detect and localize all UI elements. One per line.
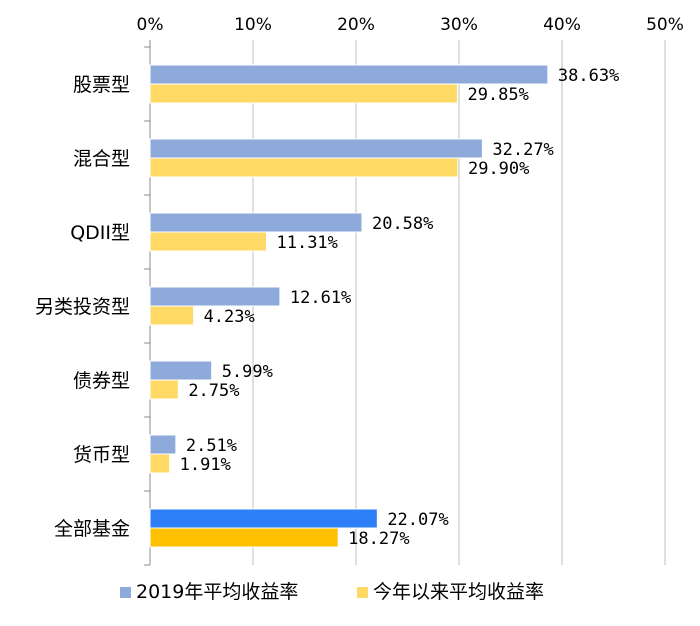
legend-swatch [120, 587, 131, 598]
x-axis-ticks: 0% 10% 20% 30% 40% 50% [137, 15, 684, 35]
x-tick-label: 30% [440, 15, 478, 35]
bar-2019-2 [149, 212, 363, 233]
category-label: 全部基金 [54, 518, 130, 540]
bar-2019-0 [149, 64, 549, 85]
bar-2019-6 [149, 508, 378, 529]
legend-label: 2019年平均收益率 [136, 581, 298, 603]
bar-ytd-4 [149, 379, 179, 400]
category-label: 另类投资型 [35, 296, 130, 318]
x-tick-label: 10% [234, 15, 272, 35]
data-labels: 38.63% 29.85% 32.27%29.90% 20.58% 11.31% 12.6… [180, 66, 620, 549]
data-label: 11.31% [276, 233, 337, 253]
category-label: 债券型 [73, 370, 130, 392]
x-tick-label: 50% [646, 15, 684, 35]
data-label: 38.63% [558, 66, 619, 86]
data-label: 12.61% [290, 288, 351, 308]
data-label: 29.85% [467, 85, 528, 105]
bar-2019-5 [149, 434, 177, 455]
category-label: 货币型 [73, 444, 130, 466]
bar-ytd-1 [149, 157, 459, 178]
bar-ytd-3 [149, 305, 195, 326]
data-label: 29.90% [468, 159, 529, 179]
data-label: 32.27% [492, 140, 553, 160]
data-label: 4.23% [204, 307, 255, 327]
x-tick-label: 40% [543, 15, 581, 35]
bars [149, 64, 549, 548]
bar-ytd-0 [149, 83, 458, 104]
category-label: QDII型 [70, 222, 130, 244]
data-label: 18.27% [348, 529, 409, 549]
legend-swatch [357, 587, 368, 598]
bar-ytd-6 [149, 527, 339, 548]
data-label: 2.51% [186, 436, 237, 456]
legend: 2019年平均收益率 今年以来平均收益率 [120, 581, 544, 603]
bar-ytd-2 [149, 231, 267, 252]
bar-2019-1 [149, 138, 483, 159]
category-label: 股票型 [73, 74, 130, 96]
data-label: 20.58% [372, 214, 433, 234]
category-label: 混合型 [73, 148, 130, 170]
bar-2019-4 [149, 360, 213, 381]
data-label: 5.99% [222, 362, 273, 382]
data-label: 2.75% [188, 381, 239, 401]
x-tick-label: 0% [137, 15, 164, 35]
bar-2019-3 [149, 286, 281, 307]
legend-label: 今年以来平均收益率 [373, 581, 544, 603]
gridlines [144, 40, 666, 566]
data-label: 22.07% [387, 510, 448, 530]
x-tick-label: 20% [337, 15, 375, 35]
data-label: 1.91% [180, 455, 231, 475]
bar-ytd-5 [149, 453, 171, 474]
